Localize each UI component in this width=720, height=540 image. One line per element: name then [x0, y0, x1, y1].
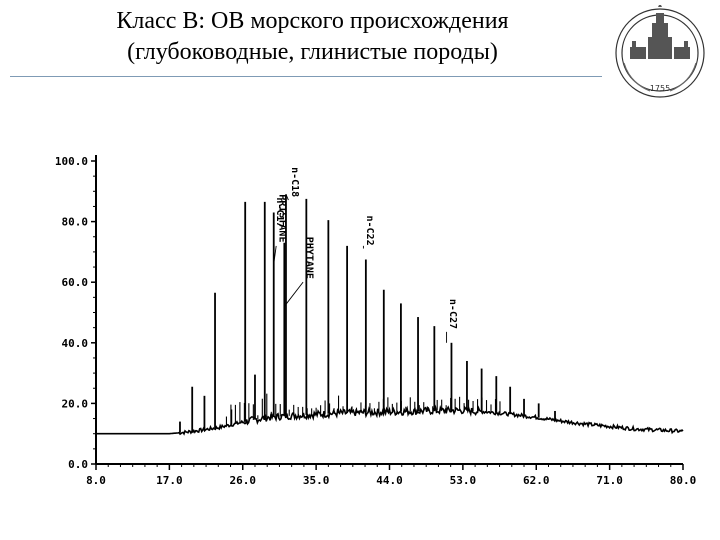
y-tick-label: 80.0 — [62, 216, 89, 229]
chart-axes — [95, 155, 683, 465]
baseline-hump — [96, 393, 684, 436]
peak-label: n-C22 — [364, 216, 375, 246]
slide-title: Класс B: ОВ морского происхождения (глуб… — [20, 6, 605, 68]
x-tick-label: 26.0 — [230, 474, 257, 487]
x-axis-ticks: 8.0 17.0 26.0 35.0 44.0 53.0 62.0 71.0 80.0 — [86, 464, 696, 487]
y-axis-ticks: 0.0 20.0 40.0 60.0 80.0 100.0 — [55, 155, 96, 471]
x-tick-label: 44.0 — [376, 474, 403, 487]
peak-label: n-C27 — [447, 299, 458, 329]
y-tick-label: 60.0 — [62, 276, 89, 289]
x-tick-label: 53.0 — [450, 474, 477, 487]
title-divider — [10, 76, 602, 77]
peak-series — [179, 194, 556, 433]
peak-label: PRISTANE — [277, 194, 288, 242]
x-tick-label: 62.0 — [523, 474, 550, 487]
peak-label: n-C18 — [289, 167, 300, 197]
x-tick-label: 8.0 — [86, 474, 106, 487]
x-tick-label: 71.0 — [596, 474, 623, 487]
y-tick-label: 100.0 — [55, 155, 88, 168]
y-tick-label: 20.0 — [62, 397, 89, 410]
slide-title-line-2: (глубоководные, глинистые породы) — [127, 39, 498, 65]
baseline-trace — [96, 404, 684, 436]
x-tick-label: 80.0 — [670, 474, 697, 487]
peak-leader-line — [273, 245, 277, 265]
x-tick-label: 35.0 — [303, 474, 330, 487]
peak-leader-line — [283, 281, 304, 307]
x-tick-label: 17.0 — [156, 474, 183, 487]
emblem-year: 1755 — [650, 84, 670, 93]
university-emblem-icon: 1755 — [615, 5, 705, 98]
peak-label: n-C17 — [274, 197, 285, 227]
peak-leader-line — [285, 194, 289, 201]
y-tick-label: 0.0 — [68, 458, 88, 471]
slide-title-line-1: Класс B: ОВ морского происхождения — [116, 8, 509, 34]
y-tick-label: 40.0 — [62, 337, 89, 350]
peak-label: PHYTANE — [304, 237, 315, 279]
